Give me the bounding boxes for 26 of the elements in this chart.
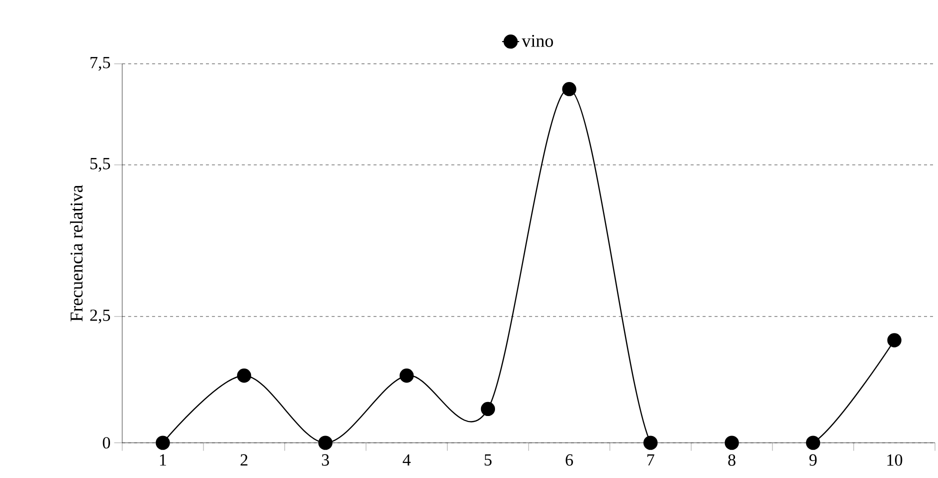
y-tick-label: 0 [102,437,110,449]
point [724,436,739,450]
y-tick-label: 5,5 [90,158,110,172]
point [156,436,170,450]
x-tick-label: 8 [728,454,736,466]
point [400,368,414,383]
x-tick-label: 3 [322,454,329,466]
point [887,333,902,348]
x-tick-label: 9 [809,454,817,466]
point [562,82,576,96]
x-tick-label: 5 [484,454,492,466]
point [237,368,252,383]
point [480,402,496,416]
x-tick-label: 1 [160,454,166,466]
x-tick-label: 10 [887,454,902,466]
y-tick-label: 2,5 [90,310,110,324]
x-tick-label: 6 [566,454,573,466]
point [806,436,820,450]
legend-label: vino [522,35,553,48]
y-tick-label: 7,5 [90,57,110,71]
y-axis-title: Frecuencia relativa [70,185,83,322]
x-tick-label: 7 [647,454,654,466]
x-tick-label: 4 [402,454,411,466]
point [643,436,658,450]
point [318,436,332,450]
x-tick-label: 2 [240,454,248,466]
